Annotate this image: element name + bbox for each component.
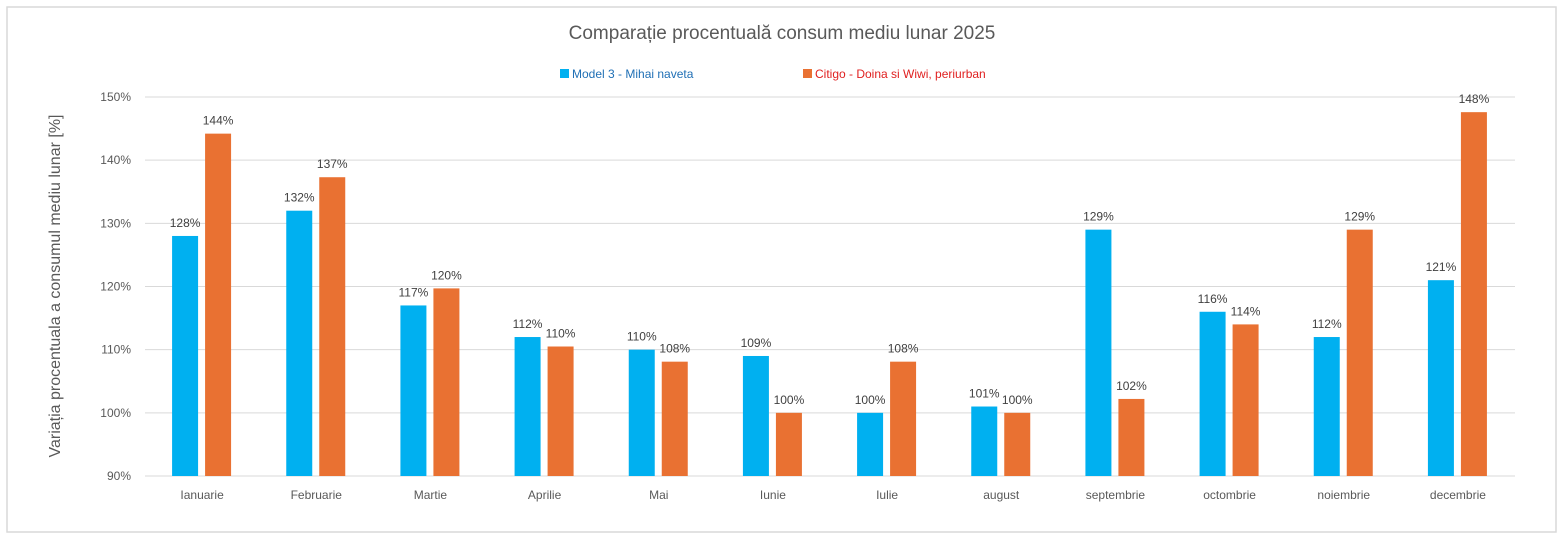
bar-citigo (205, 133, 232, 477)
chart-title: Comparație procentuală consum mediu luna… (569, 23, 996, 44)
data-label: 132% (284, 191, 315, 205)
data-label: 108% (659, 342, 690, 356)
x-tick-label: septembrie (1086, 488, 1146, 502)
y-axis-label: Variația procentuala a consumul mediu lu… (47, 115, 64, 458)
data-label: 116% (1198, 292, 1228, 306)
y-tick-label: 110% (101, 343, 131, 357)
x-tick-label: Martie (414, 488, 448, 502)
data-label: 144% (203, 114, 234, 128)
bar-model3 (628, 349, 655, 476)
data-label: 128% (170, 216, 201, 230)
x-tick-label: Ianuarie (180, 488, 224, 502)
data-label: 129% (1344, 210, 1375, 224)
data-label: 112% (1312, 317, 1342, 331)
data-label: 148% (1459, 92, 1490, 106)
bars (172, 112, 1487, 477)
bar-model3 (971, 406, 998, 476)
x-tick-label: Mai (649, 488, 668, 502)
data-label: 110% (546, 327, 576, 341)
x-tick-label: octombrie (1203, 488, 1256, 502)
data-label: 102% (1116, 379, 1147, 393)
data-label: 109% (741, 336, 772, 350)
bar-model3 (857, 412, 884, 476)
data-label: 120% (431, 268, 462, 282)
bar-model3 (514, 337, 541, 476)
y-tick-label: 120% (100, 280, 131, 294)
y-tick-label: 130% (100, 216, 131, 230)
bar-model3 (1085, 229, 1112, 476)
bar-citigo (1232, 324, 1259, 476)
bar-model3 (1427, 280, 1454, 476)
legend-swatch-model3 (560, 69, 569, 78)
bar-model3 (1313, 337, 1340, 476)
legend-label-model3: Model 3 - Mihai naveta (572, 67, 694, 81)
x-tick-label: august (983, 488, 1020, 502)
bar-citigo (775, 412, 802, 476)
x-tick-label: Iulie (876, 488, 898, 502)
bar-model3 (286, 210, 313, 476)
data-label: 117% (399, 285, 429, 299)
bar-model3 (742, 355, 769, 476)
bar-citigo (433, 288, 460, 476)
x-axis-ticks: Ianuarie Februarie Martie Aprilie Mai Iunie Iu… (180, 488, 1486, 502)
x-tick-label: decembrie (1430, 488, 1486, 502)
gridlines (145, 96, 1515, 477)
x-tick-label: Iunie (760, 488, 786, 502)
x-tick-label: noiembrie (1317, 488, 1370, 502)
y-tick-label: 90% (107, 469, 131, 483)
data-label: 137% (317, 157, 348, 171)
data-label: 100% (774, 393, 805, 407)
bar-citigo (319, 177, 346, 476)
bar-citigo (547, 346, 574, 476)
bar-model3 (172, 235, 199, 476)
data-label: 101% (969, 387, 1000, 401)
y-tick-label: 100% (100, 406, 131, 420)
bar-citigo (1118, 398, 1145, 476)
data-label: 100% (1002, 393, 1033, 407)
x-tick-label: Aprilie (528, 488, 562, 502)
bar-citigo (1004, 412, 1031, 476)
data-label: 108% (888, 342, 919, 356)
bar-model3 (400, 305, 427, 476)
data-label: 100% (855, 393, 886, 407)
y-axis-ticks: 90% 100% 110% 120% 130% 140% 150% (100, 90, 131, 483)
bar-citigo (661, 361, 688, 476)
legend: Model 3 - Mihai naveta Citigo - Doina si… (560, 67, 986, 81)
bar-citigo (1460, 112, 1487, 476)
bar-model3 (1199, 311, 1226, 476)
x-tick-label: Februarie (291, 488, 343, 502)
data-labels: 128%144%132%137%117%120%112%110% 110%108%… (170, 92, 1490, 407)
data-label: 112% (513, 317, 543, 331)
y-tick-label: 150% (100, 90, 131, 104)
bar-citigo (1346, 229, 1373, 476)
bar-citigo (890, 361, 917, 476)
data-label: 121% (1426, 260, 1457, 274)
data-label: 110% (627, 330, 657, 344)
y-tick-label: 140% (100, 153, 131, 167)
legend-label-citigo: Citigo - Doina si Wiwi, periurban (815, 67, 986, 81)
data-label: 129% (1083, 210, 1114, 224)
data-label: 114% (1231, 304, 1261, 318)
legend-swatch-citigo (803, 69, 812, 78)
